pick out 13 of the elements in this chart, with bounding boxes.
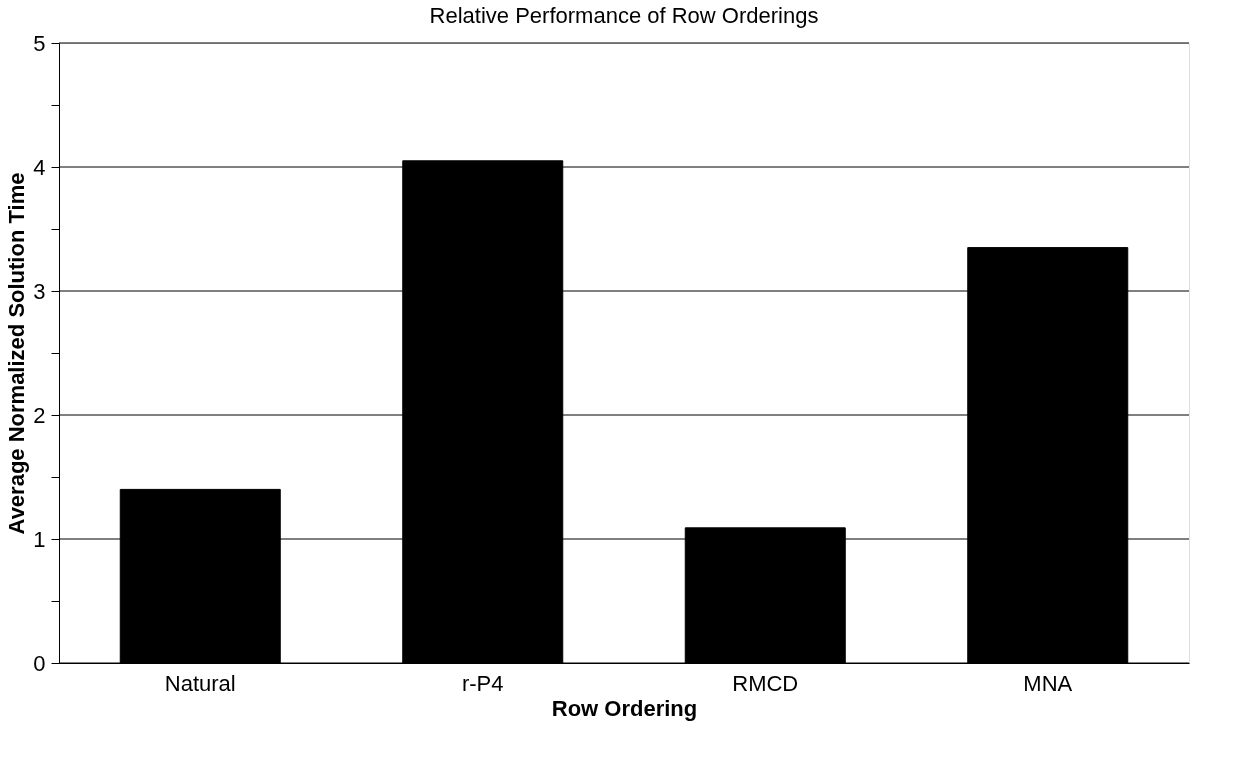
y-tick-label: 3 xyxy=(33,278,46,304)
y-tick-label: 4 xyxy=(33,154,46,180)
x-tick-label: r-P4 xyxy=(461,670,504,696)
chart-title: Relative Performance of Row Orderings xyxy=(429,3,819,28)
x-tick-label: Natural xyxy=(164,670,236,696)
y-axis-title: Average Normalized Solution Time xyxy=(4,172,30,535)
y-tick-label: 0 xyxy=(33,650,46,676)
y-tick-label: 5 xyxy=(33,30,46,56)
x-axis-title: Row Ordering xyxy=(551,695,698,721)
y-tick-label: 2 xyxy=(33,402,46,428)
y-tick-label: 1 xyxy=(33,526,46,552)
x-tick-label: RMCD xyxy=(732,670,799,696)
x-tick-label: MNA xyxy=(1023,670,1073,696)
